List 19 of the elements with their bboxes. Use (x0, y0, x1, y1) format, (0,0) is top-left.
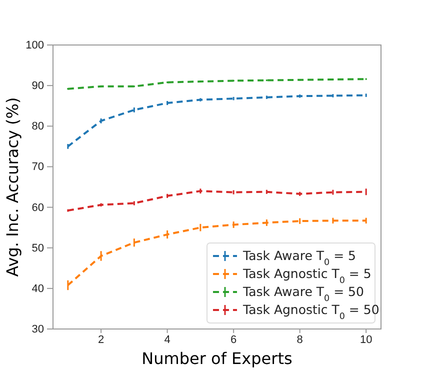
y-tick-label: 50 (32, 242, 44, 254)
x-tick-label: 10 (360, 334, 372, 346)
legend-label: Task Aware T$_{0}$ = 5 (242, 248, 356, 268)
y-tick-label: 30 (32, 324, 44, 336)
y-tick-label: 80 (32, 120, 44, 133)
x-tick-label: 6 (230, 334, 237, 346)
y-tick-label: 70 (32, 161, 44, 174)
y-tick-label: 100 (26, 40, 44, 52)
x-tick-label: 4 (164, 334, 170, 346)
legend-label: Task Agnostic T$_{0}$ = 50 (242, 302, 380, 322)
x-axis-title: Number of Experts (142, 349, 292, 368)
legend-label: Task Agnostic T$_{0}$ = 5 (242, 266, 372, 286)
x-tick-label: 8 (296, 334, 303, 346)
y-tick-label: 90 (32, 80, 44, 92)
legend-label: Task Aware T$_{0}$ = 50 (242, 284, 364, 304)
y-tick-label: 40 (32, 282, 44, 295)
y-tick-label: 60 (32, 202, 44, 214)
x-tick-label: 2 (98, 334, 104, 346)
y-axis-title: Avg. Inc. Accuracy (%) (3, 97, 22, 277)
